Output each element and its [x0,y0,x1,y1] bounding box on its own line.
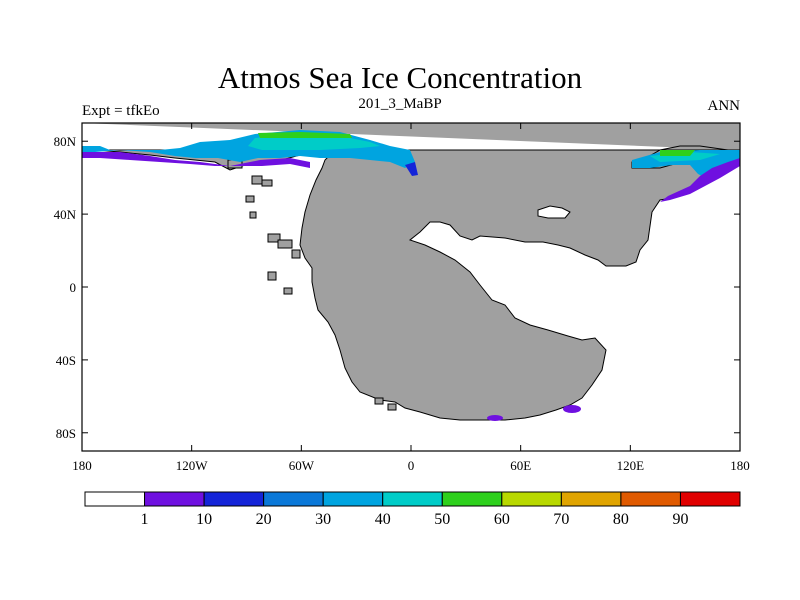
sea-ice [82,130,740,421]
colorbar-swatch [322,491,384,507]
colorbar-label: 20 [256,511,272,528]
colorbar-label: 90 [672,511,688,528]
x-tick-label: 120E [617,458,645,473]
colorbar-swatch [501,491,562,507]
colorbar-label: 30 [315,511,331,528]
axis-layer: 180 120W 60W 0 60E 120E 180 80N 40N 0 40S 80S [54,123,750,473]
x-tick-label: 0 [408,458,415,473]
colorbar-swatch [620,491,681,507]
y-tick-label: 40S [56,353,76,368]
colorbar-swatch [679,491,741,507]
colorbar-label: 60 [494,511,510,528]
colorbar-swatch [441,491,503,507]
plot-title: Atmos Sea Ice Concentration [217,60,583,95]
x-tick-label: 180 [730,458,750,473]
colorbar-label: 50 [434,511,450,528]
x-tick-label: 120W [176,458,209,473]
colorbar-label: 40 [375,511,391,528]
colorbar: 1 10 20 30 40 50 60 70 80 90 [84,491,741,528]
season-label: ANN [707,98,741,114]
colorbar-label: 1 [141,511,149,528]
colorbar-swatch [560,491,622,507]
y-tick-label: 40N [54,207,77,222]
x-tick-label: 180 [72,458,92,473]
colorbar-swatch [263,491,324,507]
inland-sea [537,205,571,219]
y-tick-label: 0 [70,280,77,295]
y-tick-label: 80N [54,134,77,149]
colorbar-swatch [84,491,146,507]
colorbar-label: 10 [196,511,212,528]
experiment-label: Expt = tfkEo [82,103,160,119]
colorbar-swatch [382,491,443,507]
x-tick-label: 60W [289,458,315,473]
plot-subtitle: 201_3_MaBP [358,96,442,112]
y-tick-label: 80S [56,426,76,441]
x-tick-label: 60E [510,458,531,473]
colorbar-label: 70 [553,511,569,528]
colorbar-swatch [203,491,265,507]
colorbar-swatch [144,491,205,507]
colorbar-label: 80 [613,511,629,528]
